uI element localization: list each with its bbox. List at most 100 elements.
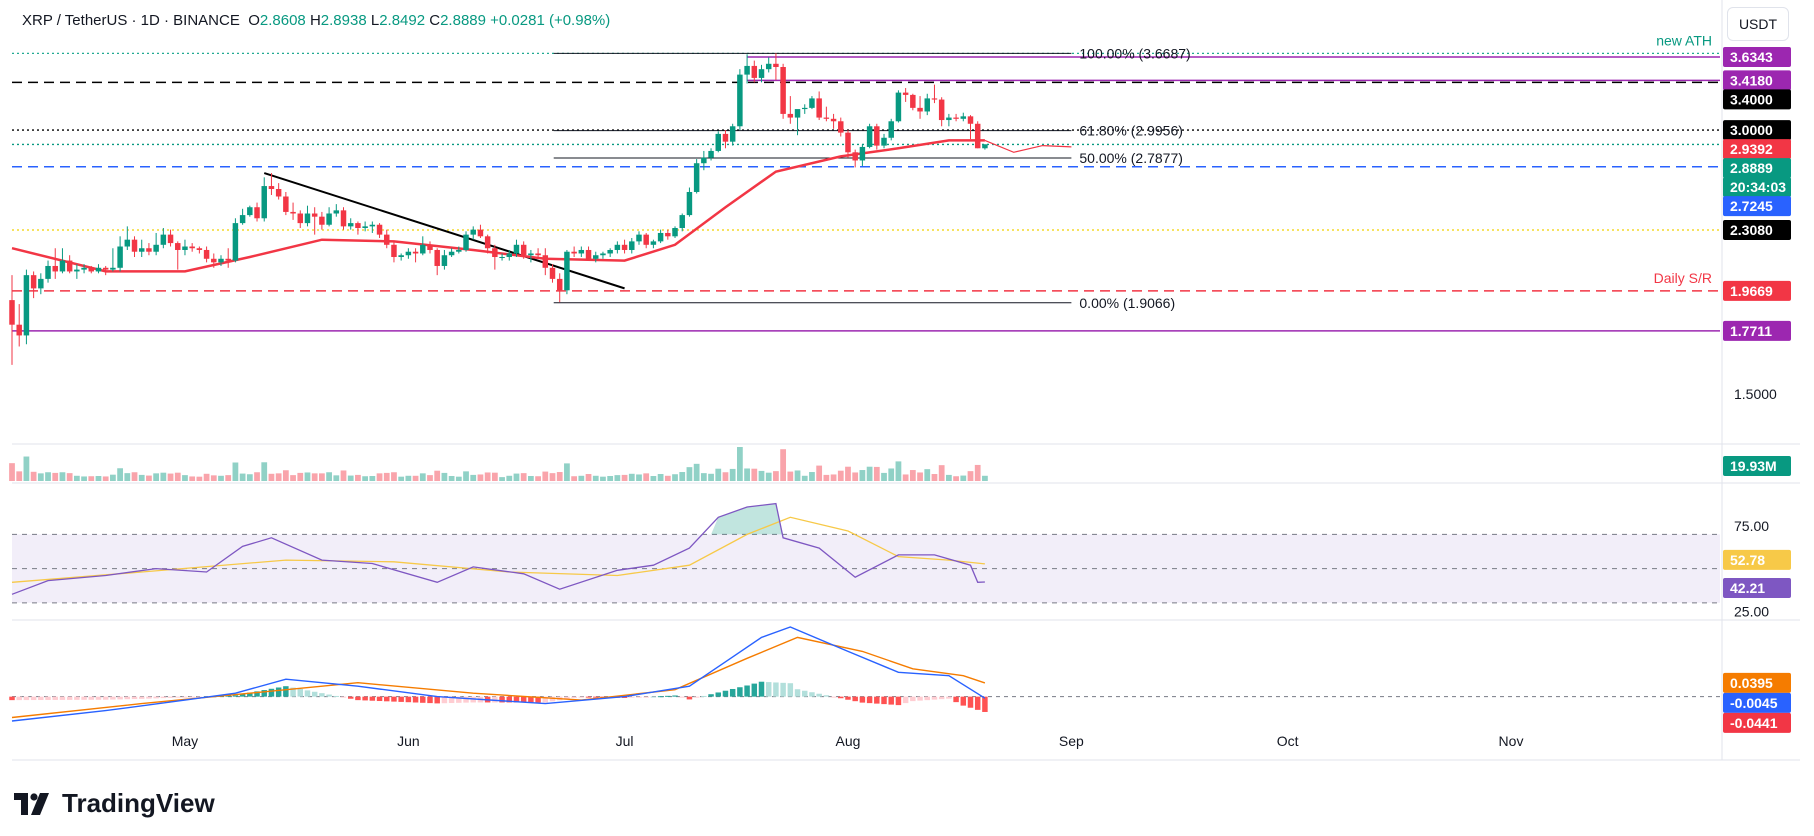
volume-bar [708, 473, 714, 481]
time-axis[interactable]: May Jun Jul Aug Sep Oct Nov [172, 733, 1524, 749]
candle [196, 246, 203, 254]
volume-bar [203, 473, 210, 481]
candle [758, 64, 765, 83]
macd-histogram-bar [448, 696, 455, 704]
time-tick-label: Oct [1277, 733, 1299, 749]
candle [420, 236, 426, 256]
macd-histogram-bar [823, 695, 830, 697]
macd-histogram-bar [715, 692, 722, 697]
projection-path [984, 139, 1072, 153]
candle [729, 123, 736, 146]
candle [74, 264, 80, 279]
macd-badge: 0.0395 [1723, 672, 1791, 693]
time-tick-label: Aug [836, 733, 861, 749]
badge-label: 19.93M [1730, 458, 1777, 474]
trendline[interactable] [263, 172, 625, 290]
volume-bar [268, 473, 275, 481]
volume-bar [66, 473, 73, 481]
candle-body [953, 117, 959, 119]
low-value: 2.8492 [379, 12, 426, 29]
badge-background [1723, 456, 1791, 476]
volume-bar [974, 464, 981, 481]
volume-bar [297, 472, 304, 481]
candle [59, 248, 66, 274]
candle-body [708, 150, 714, 158]
candle [124, 226, 131, 250]
volume-bar [873, 466, 880, 481]
candle [38, 273, 44, 295]
candle-body [441, 255, 448, 266]
candle-body [182, 246, 188, 250]
macd-histogram-bar [866, 696, 873, 704]
candle-body [283, 196, 289, 212]
fib-level-label: 61.80% (2.9956) [1079, 123, 1183, 139]
macd-histogram-bar [946, 696, 952, 699]
candle [830, 113, 837, 129]
volume-bar [657, 474, 664, 481]
candle-body [160, 234, 167, 245]
volume-bar [744, 468, 750, 481]
price-badge: 1.7711 [1723, 320, 1791, 341]
candles [9, 53, 988, 365]
high-value: 2.8938 [320, 12, 367, 29]
candle-body [636, 234, 642, 242]
fibonacci-retracement[interactable]: 100.00% (3.6687) 61.80% (2.9956) 50.00% (2… [553, 45, 1191, 311]
macd-histogram-bar [859, 696, 866, 703]
macd-histogram-bar [59, 696, 66, 700]
macd-histogram-bar [513, 696, 520, 703]
candle [737, 69, 743, 131]
volume-bar [434, 470, 441, 481]
macd-histogram-bar [110, 696, 116, 700]
macd-histogram-bar [283, 686, 289, 697]
candle [138, 239, 145, 258]
candle-body [95, 267, 102, 272]
candle-body [218, 258, 224, 263]
rsi-tick-label: 25.00 [1734, 603, 1769, 619]
candle-body [247, 207, 253, 216]
volume-bar [780, 449, 787, 481]
price-axis[interactable]: 2.50001.500075.0025.003.63433.41803.4000… [1723, 46, 1791, 733]
volume-bar [290, 475, 296, 481]
badge-background [1723, 320, 1791, 341]
volume-bar [679, 472, 686, 481]
tradingview-logo[interactable]: TradingView [14, 788, 215, 819]
candle [838, 117, 844, 137]
candle-body [852, 152, 858, 161]
candle-body [629, 241, 635, 250]
volume-bar [448, 476, 455, 481]
candle-body [290, 211, 296, 214]
macd-histogram-bar [917, 696, 923, 701]
candle-body [549, 267, 556, 279]
symbol-title[interactable]: XRP / TetherUS · 1D · BINANCE [22, 12, 240, 29]
macd-histogram-bar [874, 696, 880, 704]
volume-bar [700, 473, 707, 481]
volume-bar [383, 472, 390, 481]
volume-bar [506, 475, 513, 481]
currency-button[interactable]: USDT [1727, 7, 1789, 41]
candle-body [917, 107, 923, 112]
volume-bar [102, 476, 109, 481]
time-tick-label: Jul [616, 733, 634, 749]
candle [9, 275, 15, 365]
candle-body [938, 99, 945, 121]
time-tick-label: May [172, 733, 198, 749]
candle-body [535, 253, 541, 256]
candle-body [513, 244, 520, 254]
macd-histogram-bar [938, 696, 945, 700]
candle-body [665, 232, 671, 237]
macd-histogram-bar [88, 696, 95, 700]
candle-body [146, 248, 152, 252]
rsi-ma-line [11, 516, 985, 583]
candle [146, 243, 152, 256]
candle [384, 229, 390, 249]
candle-body [621, 244, 628, 250]
candle-body [542, 255, 549, 268]
candle-body [816, 98, 822, 118]
candle-body [838, 121, 844, 133]
candle-body [758, 69, 765, 78]
badge-background [1723, 712, 1791, 733]
macd-histogram-bar [960, 696, 967, 706]
candle [275, 183, 282, 200]
volume-bar [254, 472, 260, 481]
